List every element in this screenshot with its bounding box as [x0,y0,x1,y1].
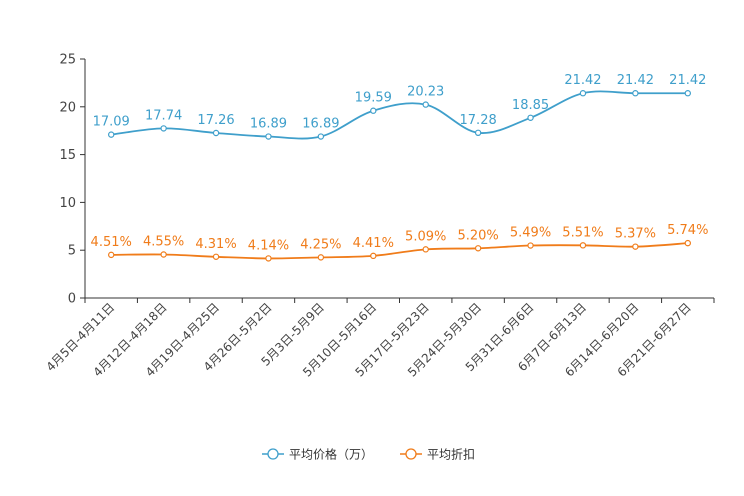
y-tick-label: 25 [59,53,76,68]
data-point[interactable] [317,254,325,261]
legend-item-1[interactable]: 平均价格（万） [262,447,373,462]
data-point[interactable] [212,253,220,260]
y-tick-label: 10 [59,196,76,211]
axes: 0 5 10 15 20 25 [59,53,715,307]
data-point[interactable] [265,133,272,140]
legend-label: 平均价格（万） [289,447,373,462]
series-2: 4.51% 4.55% 4.31% 4.14% 4.25% 4.41% 5.09% 5.20%… [91,223,708,262]
data-point[interactable] [370,107,377,114]
data-point[interactable] [684,90,691,97]
x-tick-labels: 4月5日-4月11日4月12日-4月18日4月19日-4月25日4月26日-5月… [43,300,693,379]
legend[interactable]: 平均价格（万） 平均折扣 [262,447,475,462]
y-tick-label: 20 [59,100,76,115]
data-label: 17.26 [197,113,234,128]
legend-marker [405,448,417,460]
y-tick-label: 5 [68,244,76,259]
data-point[interactable] [317,133,325,140]
data-label: 21.42 [669,73,706,88]
data-point[interactable] [265,255,272,262]
data-point[interactable] [422,101,429,108]
data-label: 18.85 [512,98,549,113]
y-tick-label: 0 [68,292,76,307]
data-point[interactable] [108,251,115,259]
data-label: 17.09 [93,115,130,130]
y-tick-label: 15 [59,148,76,163]
data-label: 16.89 [250,117,287,132]
data-label: 5.20% [457,228,498,243]
series-line [111,90,688,140]
data-label: 19.59 [355,91,392,106]
data-point[interactable] [684,239,691,247]
data-point[interactable] [212,129,220,137]
series-line [111,242,688,260]
data-point[interactable] [474,245,482,252]
data-label: 4.31% [195,237,236,252]
legend-marker [267,448,279,460]
data-label: 17.28 [460,113,497,128]
data-point[interactable] [474,129,482,137]
data-point[interactable] [632,243,639,250]
data-label: 20.23 [407,85,444,100]
data-point[interactable] [579,90,587,97]
data-label: 21.42 [564,73,601,88]
data-label: 5.49% [510,226,551,241]
data-label: 5.51% [562,225,603,240]
legend-label: 平均折扣 [427,447,475,462]
data-label: 5.37% [615,227,656,242]
data-label: 17.74 [145,108,182,123]
data-point[interactable] [632,90,639,97]
data-label: 4.25% [300,237,341,252]
data-point[interactable] [160,125,167,132]
data-label: 5.74% [667,223,708,238]
data-label: 21.42 [617,73,654,88]
legend-item-2[interactable]: 平均折扣 [400,447,475,462]
data-label: 4.55% [143,235,184,250]
data-point[interactable] [422,246,429,253]
data-point[interactable] [579,242,587,249]
data-point[interactable] [527,114,534,121]
data-point[interactable] [527,242,534,249]
series-1: 17.09 17.74 17.26 16.89 16.89 19.59 20.23 17.28… [93,73,706,140]
data-label: 4.51% [91,235,132,250]
data-label: 16.89 [302,117,339,132]
data-point[interactable] [108,131,115,138]
data-label: 4.14% [248,238,289,253]
data-point[interactable] [370,252,377,260]
series-layer: 17.09 17.74 17.26 16.89 16.89 19.59 20.23 17.28… [91,73,708,262]
data-label: 5.09% [405,229,446,244]
data-label: 4.41% [353,236,394,251]
data-point[interactable] [160,251,167,258]
